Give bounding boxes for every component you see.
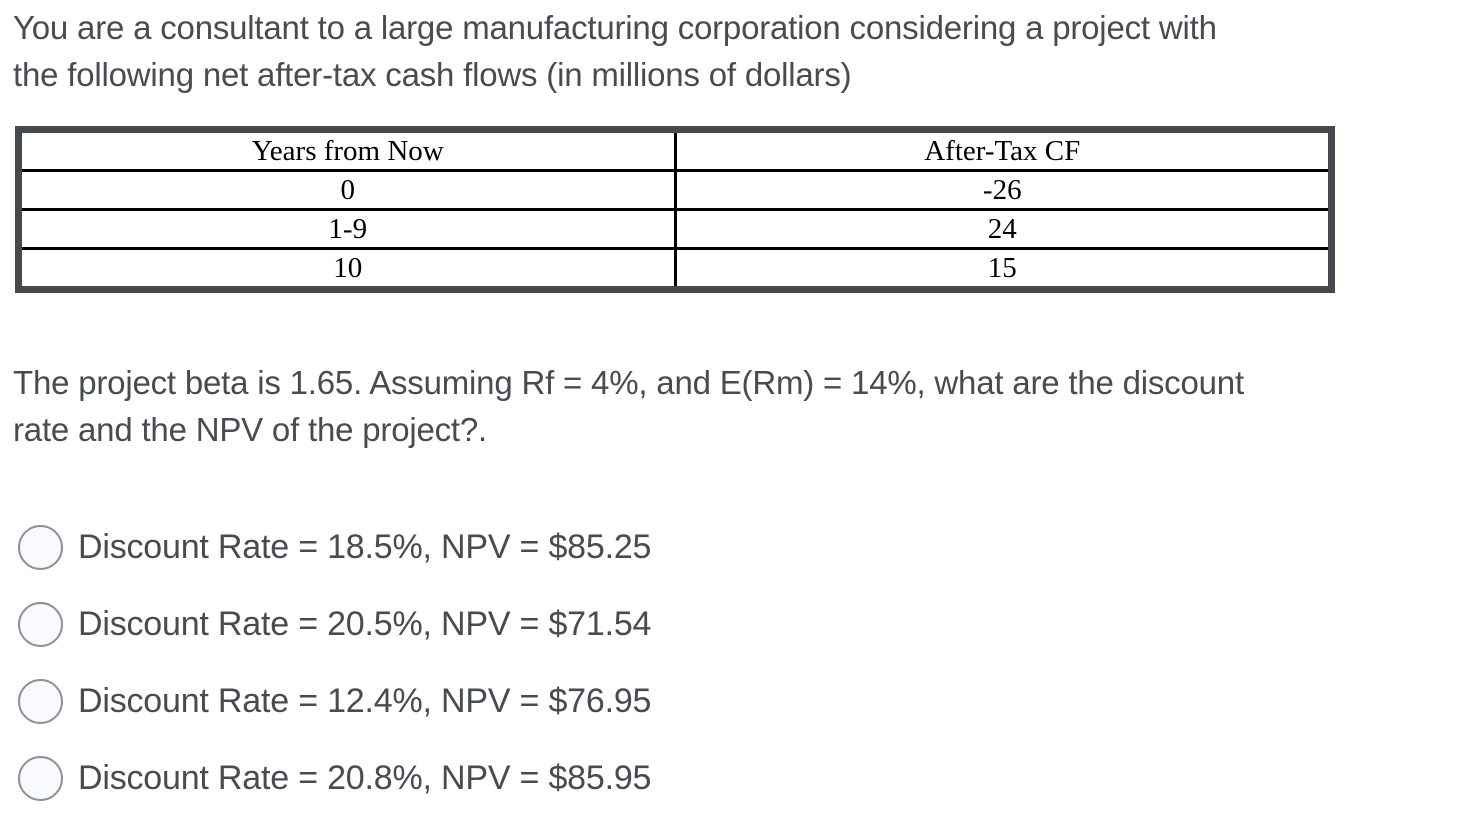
answer-option-label: Discount Rate = 12.4%, NPV = $76.95 xyxy=(78,682,652,720)
table-header-years-from-now: Years from Now xyxy=(17,128,677,172)
answer-option-3[interactable]: Discount Rate = 12.4%, NPV = $76.95 xyxy=(18,679,1480,724)
answer-option-2[interactable]: Discount Rate = 20.5%, NPV = $71.54 xyxy=(18,602,1480,647)
radio-button-icon[interactable] xyxy=(18,679,63,724)
answer-option-1[interactable]: Discount Rate = 18.5%, NPV = $85.25 xyxy=(18,525,1480,570)
table-header-after-tax-cf: After-Tax CF xyxy=(673,128,1333,172)
table-cell-years: 1-9 xyxy=(17,208,677,250)
table-cell-cf: 15 xyxy=(673,247,1333,291)
table-cell-cf: -26 xyxy=(673,169,1333,211)
question-intro-line-2: the following net after-tax cash flows (… xyxy=(13,56,852,93)
question-prompt-line-2: rate and the NPV of the project?. xyxy=(13,411,488,448)
answer-options: Discount Rate = 18.5%, NPV = $85.25 Disc… xyxy=(0,525,1480,801)
radio-button-icon[interactable] xyxy=(18,602,63,647)
answer-option-label: Discount Rate = 20.8%, NPV = $85.95 xyxy=(78,759,652,797)
question-intro: You are a consultant to a large manufact… xyxy=(0,0,1480,98)
table-cell-cf: 24 xyxy=(673,208,1333,250)
table-row: 1-9 24 xyxy=(17,208,1333,250)
cash-flow-table: Years from Now After-Tax CF 0 -26 1-9 24… xyxy=(15,126,1335,293)
radio-button-icon[interactable] xyxy=(18,756,63,801)
table-cell-years: 0 xyxy=(17,169,677,211)
table-header-row: Years from Now After-Tax CF xyxy=(17,128,1333,172)
question-prompt-line-1: The project beta is 1.65. Assuming Rf = … xyxy=(13,364,1244,401)
table-row: 10 15 xyxy=(17,247,1333,291)
radio-button-icon[interactable] xyxy=(18,525,63,570)
answer-option-label: Discount Rate = 18.5%, NPV = $85.25 xyxy=(78,528,652,566)
table-row: 0 -26 xyxy=(17,169,1333,211)
answer-option-4[interactable]: Discount Rate = 20.8%, NPV = $85.95 xyxy=(18,756,1480,801)
question-intro-line-1: You are a consultant to a large manufact… xyxy=(13,9,1217,46)
answer-option-label: Discount Rate = 20.5%, NPV = $71.54 xyxy=(78,605,652,643)
table-cell-years: 10 xyxy=(17,247,677,291)
question-prompt: The project beta is 1.65. Assuming Rf = … xyxy=(0,359,1480,453)
